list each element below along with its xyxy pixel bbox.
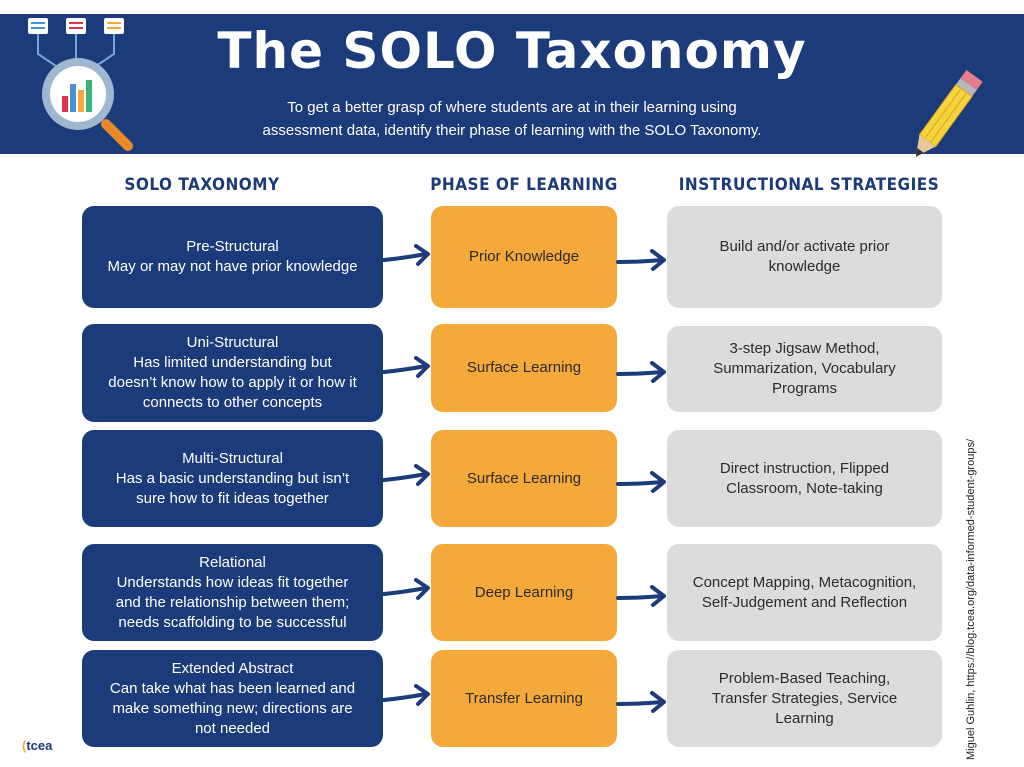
- strategies-box: Problem-Based Teaching, Transfer Strateg…: [667, 650, 942, 747]
- arrow-right-icon: [382, 244, 430, 266]
- strategies-text: Summarization, Vocabulary: [713, 360, 896, 377]
- arrow-right-icon: [382, 464, 430, 486]
- phase-label: Prior Knowledge: [468, 248, 580, 265]
- solo-level-description: needs scaffolding to be successful: [118, 613, 347, 631]
- logo-text: tcea: [26, 738, 53, 753]
- tcea-logo: (tcea: [22, 738, 52, 753]
- strategies-text: Direct instruction, Flipped: [719, 459, 890, 477]
- strategies-text: knowledge: [768, 258, 841, 275]
- solo-level-description: Has a basic understanding but isn’t: [115, 469, 350, 487]
- strategies-box: 3-step Jigsaw Method, Summarization, Voc…: [667, 326, 942, 412]
- arrow-right-icon: [382, 356, 430, 378]
- arrow-right-icon: [382, 578, 430, 600]
- arrow-right-icon: [616, 691, 666, 713]
- phase-box: Surface Learning: [431, 324, 617, 412]
- solo-level-name: Multi-Structural: [182, 449, 283, 467]
- solo-level-description: and the relationship between them;: [115, 593, 350, 611]
- strategies-text: Problem-Based Teaching,: [718, 669, 891, 687]
- magnifier-chart-icon: [28, 18, 133, 151]
- solo-level-box: Uni-Structural Has limited understanding…: [82, 324, 383, 422]
- phase-label: Surface Learning: [466, 359, 582, 376]
- solo-level-description: make something new; directions are: [112, 699, 353, 717]
- arrow-right-icon: [616, 585, 666, 607]
- column-header-solo: SOLO TAXONOMY: [124, 175, 280, 195]
- strategies-text: Transfer Strategies, Service: [711, 689, 898, 707]
- column-header-phase: PHASE OF LEARNING: [430, 175, 618, 195]
- phase-box: Deep Learning: [431, 544, 617, 641]
- phase-box: Prior Knowledge: [431, 206, 617, 308]
- page-subtitle: To get a better grasp of where students …: [150, 96, 874, 142]
- solo-level-description: Understands how ideas fit together: [116, 573, 349, 591]
- solo-level-description: Has limited understanding but: [133, 354, 332, 371]
- solo-level-box: Relational Understands how ideas fit tog…: [82, 544, 383, 641]
- logo-mark-icon: (: [22, 738, 27, 753]
- pencil-icon: [915, 70, 983, 157]
- strategies-box: Direct instruction, Flipped Classroom, N…: [667, 430, 942, 527]
- column-header-strategies: INSTRUCTIONAL STRATEGIES: [678, 175, 940, 195]
- solo-level-box: Pre-Structural May or may not have prior…: [82, 206, 383, 308]
- phase-box: Transfer Learning: [431, 650, 617, 747]
- strategies-text: Classroom, Note-taking: [726, 479, 883, 497]
- solo-level-name: Pre-Structural: [186, 238, 279, 255]
- solo-level-description: sure how to fit ideas together: [136, 489, 329, 507]
- solo-level-description: connects to other concepts: [142, 394, 323, 411]
- solo-level-description: doesn’t know how to apply it or how it: [108, 374, 357, 391]
- arrow-right-icon: [616, 249, 666, 271]
- strategies-text: Programs: [771, 380, 838, 397]
- arrow-right-icon: [616, 361, 666, 383]
- subtitle-line: assessment data, identify their phase of…: [262, 122, 762, 139]
- solo-level-description: Can take what has been learned and: [109, 679, 356, 697]
- solo-level-name: Extended Abstract: [171, 659, 294, 677]
- solo-level-name: Relational: [199, 553, 266, 571]
- attribution-credit: Miguel Guhlin, https://blog.tcea.org/dat…: [965, 438, 977, 760]
- strategies-box: Concept Mapping, Metacognition, Self-Jud…: [667, 544, 942, 641]
- phase-label: Transfer Learning: [465, 689, 583, 707]
- strategies-text: Self-Judgement and Reflection: [701, 593, 908, 611]
- solo-level-box: Multi-Structural Has a basic understandi…: [82, 430, 383, 527]
- strategies-text: Concept Mapping, Metacognition,: [692, 573, 917, 591]
- phase-label: Surface Learning: [466, 469, 582, 487]
- arrow-right-icon: [382, 684, 430, 706]
- solo-level-description: not needed: [194, 719, 271, 737]
- strategies-text: Learning: [775, 709, 834, 727]
- arrow-right-icon: [616, 471, 666, 493]
- strategies-box: Build and/or activate prior knowledge: [667, 206, 942, 308]
- phase-label: Deep Learning: [474, 583, 574, 601]
- strategies-text: Build and/or activate prior: [719, 238, 890, 255]
- strategies-text: 3-step Jigsaw Method,: [729, 340, 880, 357]
- solo-level-name: Uni-Structural: [186, 334, 279, 351]
- subtitle-line: To get a better grasp of where students …: [287, 99, 737, 116]
- solo-level-box: Extended Abstract Can take what has been…: [82, 650, 383, 747]
- header-banner: [0, 14, 1024, 154]
- phase-box: Surface Learning: [431, 430, 617, 527]
- solo-level-description: May or may not have prior knowledge: [107, 258, 358, 275]
- page-title: The SOLO Taxonomy: [217, 22, 807, 80]
